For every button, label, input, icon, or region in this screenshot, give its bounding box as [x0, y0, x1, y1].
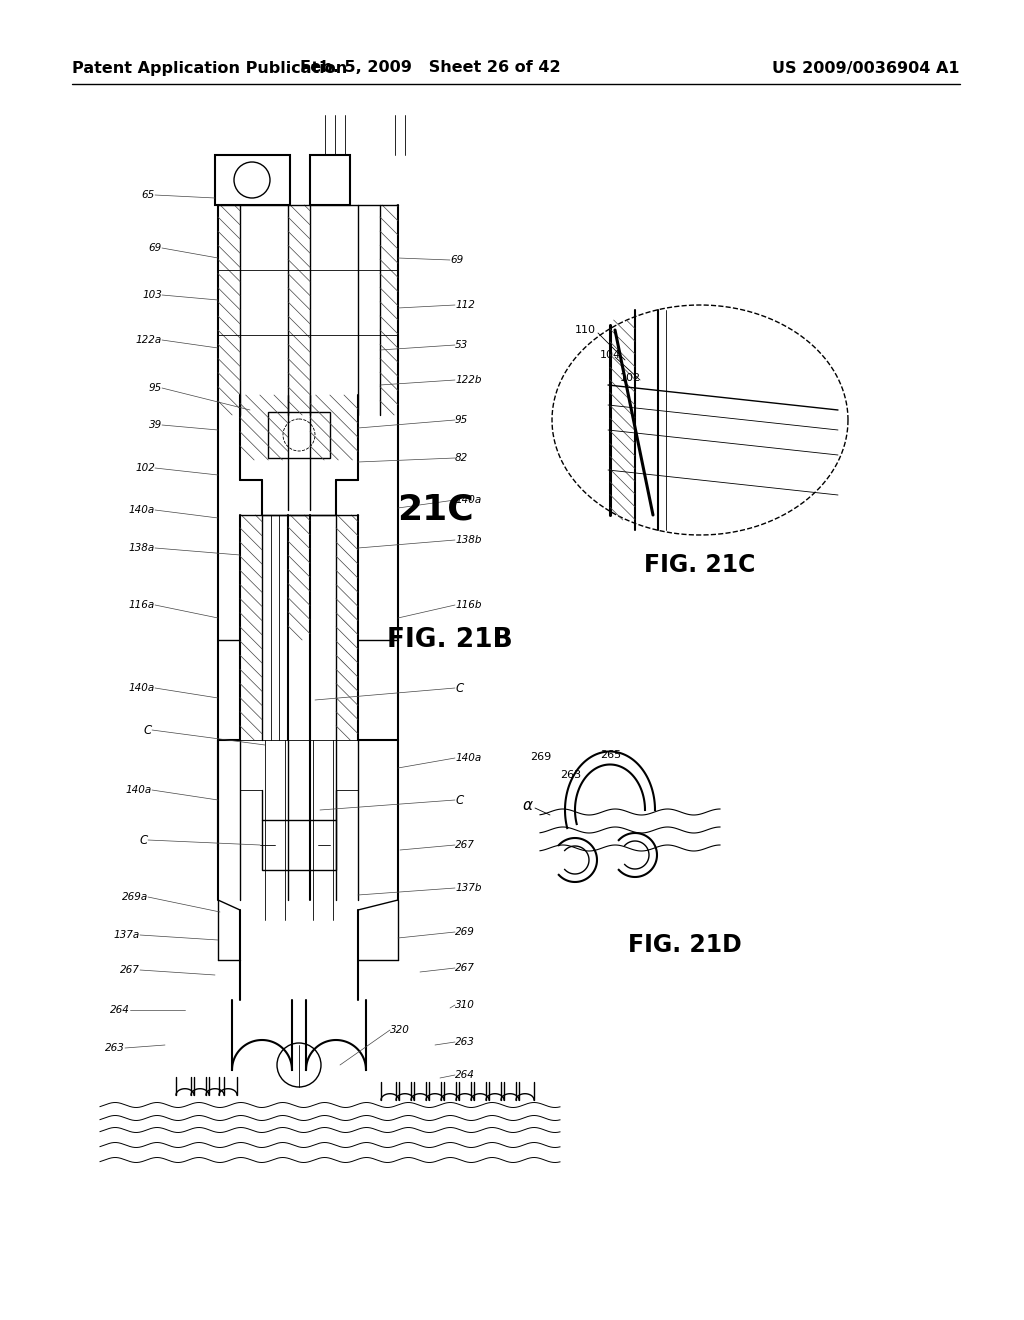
Text: 137a: 137a — [114, 931, 140, 940]
Text: 102: 102 — [135, 463, 155, 473]
Text: 269: 269 — [530, 752, 551, 762]
Text: 264: 264 — [111, 1005, 130, 1015]
Text: 122b: 122b — [455, 375, 481, 385]
Polygon shape — [310, 154, 350, 205]
Text: 103: 103 — [142, 290, 162, 300]
Text: US 2009/0036904 A1: US 2009/0036904 A1 — [772, 61, 961, 75]
Polygon shape — [268, 412, 330, 458]
Text: 122a: 122a — [136, 335, 162, 345]
Text: 263: 263 — [560, 770, 582, 780]
Text: 104: 104 — [600, 350, 622, 360]
Text: 137b: 137b — [455, 883, 481, 894]
Text: 140a: 140a — [455, 752, 481, 763]
Text: 138a: 138a — [129, 543, 155, 553]
Text: 69: 69 — [148, 243, 162, 253]
Text: 140a: 140a — [129, 506, 155, 515]
Text: FIG. 21D: FIG. 21D — [628, 933, 741, 957]
Text: 310: 310 — [455, 1001, 475, 1010]
Text: 269a: 269a — [122, 892, 148, 902]
Text: 264: 264 — [455, 1071, 475, 1080]
Text: 116a: 116a — [129, 601, 155, 610]
Text: 116b: 116b — [455, 601, 481, 610]
Text: 140a: 140a — [455, 495, 481, 506]
Text: 65: 65 — [141, 190, 155, 201]
Text: C: C — [139, 833, 148, 846]
Text: 95: 95 — [148, 383, 162, 393]
Text: 138b: 138b — [455, 535, 481, 545]
Text: FIG. 21C: FIG. 21C — [644, 553, 756, 577]
Text: Feb. 5, 2009   Sheet 26 of 42: Feb. 5, 2009 Sheet 26 of 42 — [300, 61, 560, 75]
Text: 320: 320 — [390, 1026, 410, 1035]
Text: 110: 110 — [575, 325, 596, 335]
Text: 112: 112 — [455, 300, 475, 310]
Text: 39: 39 — [148, 420, 162, 430]
Text: 267: 267 — [455, 964, 475, 973]
Text: C: C — [455, 681, 463, 694]
Text: 265: 265 — [600, 750, 622, 760]
Text: 269: 269 — [455, 927, 475, 937]
Text: 95: 95 — [455, 414, 468, 425]
Text: 263: 263 — [105, 1043, 125, 1053]
Text: 140a: 140a — [129, 682, 155, 693]
Text: 263: 263 — [455, 1038, 475, 1047]
Text: 53: 53 — [455, 341, 468, 350]
Text: 69: 69 — [450, 255, 463, 265]
Text: 267: 267 — [120, 965, 140, 975]
Polygon shape — [262, 820, 336, 870]
Polygon shape — [215, 154, 290, 205]
Text: C: C — [143, 723, 152, 737]
Text: FIG. 21B: FIG. 21B — [387, 627, 513, 653]
Text: 140a: 140a — [126, 785, 152, 795]
Text: C: C — [455, 793, 463, 807]
Text: 267: 267 — [455, 840, 475, 850]
Text: 21C: 21C — [396, 492, 473, 527]
Text: 82: 82 — [455, 453, 468, 463]
Text: Patent Application Publication: Patent Application Publication — [72, 61, 347, 75]
Text: 102: 102 — [620, 374, 641, 383]
Text: $\alpha$: $\alpha$ — [522, 797, 534, 813]
